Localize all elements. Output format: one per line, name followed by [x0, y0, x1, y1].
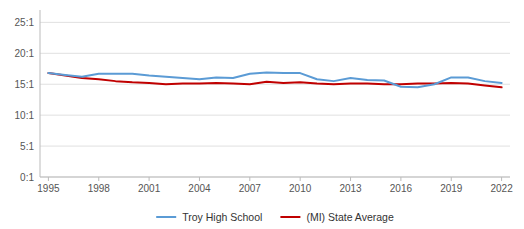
- x-tick: [400, 177, 401, 181]
- chart-container: 0:1 5:1 10:1 15:1 20:1 25:1 1995 1998 2001 2004 20…: [0, 0, 524, 229]
- legend-swatch: [280, 216, 300, 218]
- y-tick-label: 5:1: [20, 141, 34, 152]
- legend: Troy High School (MI) State Average: [156, 211, 394, 223]
- grid-line: [40, 177, 510, 178]
- x-tick-label: 2004: [188, 183, 211, 194]
- x-tick-label: 2010: [289, 183, 312, 194]
- x-tick: [501, 177, 502, 181]
- x-axis-line: [40, 177, 510, 178]
- x-tick-label: 2016: [390, 183, 413, 194]
- chart-svg: 0:1 5:1 10:1 15:1 20:1 25:1 1995 1998 2001 2004 20…: [0, 0, 524, 229]
- x-tick: [149, 177, 150, 181]
- x-tick: [199, 177, 200, 181]
- x-tick: [300, 177, 301, 181]
- x-tick-label: 2019: [440, 183, 463, 194]
- legend-label: Troy High School: [182, 211, 262, 223]
- y-tick-label: 20:1: [15, 48, 35, 59]
- y-axis: 0:1 5:1 10:1 15:1 20:1 25:1: [15, 10, 510, 183]
- legend-item: Troy High School: [156, 211, 262, 223]
- x-tick-label: 1995: [37, 183, 60, 194]
- y-tick-label: 25:1: [15, 17, 35, 28]
- y-axis-line: [40, 10, 41, 177]
- x-tick-label: 1998: [88, 183, 111, 194]
- x-tick-label: 2007: [239, 183, 262, 194]
- x-tick: [48, 177, 49, 181]
- grid-line: [40, 53, 510, 54]
- plot-area: [48, 72, 501, 87]
- grid-line: [40, 115, 510, 116]
- x-tick: [98, 177, 99, 181]
- legend-label: (MI) State Average: [306, 211, 394, 223]
- series-line: [48, 73, 501, 87]
- grid-line: [40, 146, 510, 147]
- y-tick-label: 10:1: [15, 110, 35, 121]
- legend-item: (MI) State Average: [280, 211, 394, 223]
- x-tick-label: 2013: [339, 183, 362, 194]
- x-axis: 1995 1998 2001 2004 2007 2010 2013 2016 2019 2022: [37, 177, 513, 194]
- x-tick: [249, 177, 250, 181]
- y-tick-label: 15:1: [15, 79, 35, 90]
- x-tick-label: 2001: [138, 183, 161, 194]
- series-line: [48, 72, 501, 87]
- grid-line: [40, 22, 510, 23]
- x-tick: [451, 177, 452, 181]
- x-tick: [350, 177, 351, 181]
- legend-swatch: [156, 216, 176, 218]
- y-tick-label: 0:1: [20, 172, 34, 183]
- x-tick-label: 2022: [490, 183, 513, 194]
